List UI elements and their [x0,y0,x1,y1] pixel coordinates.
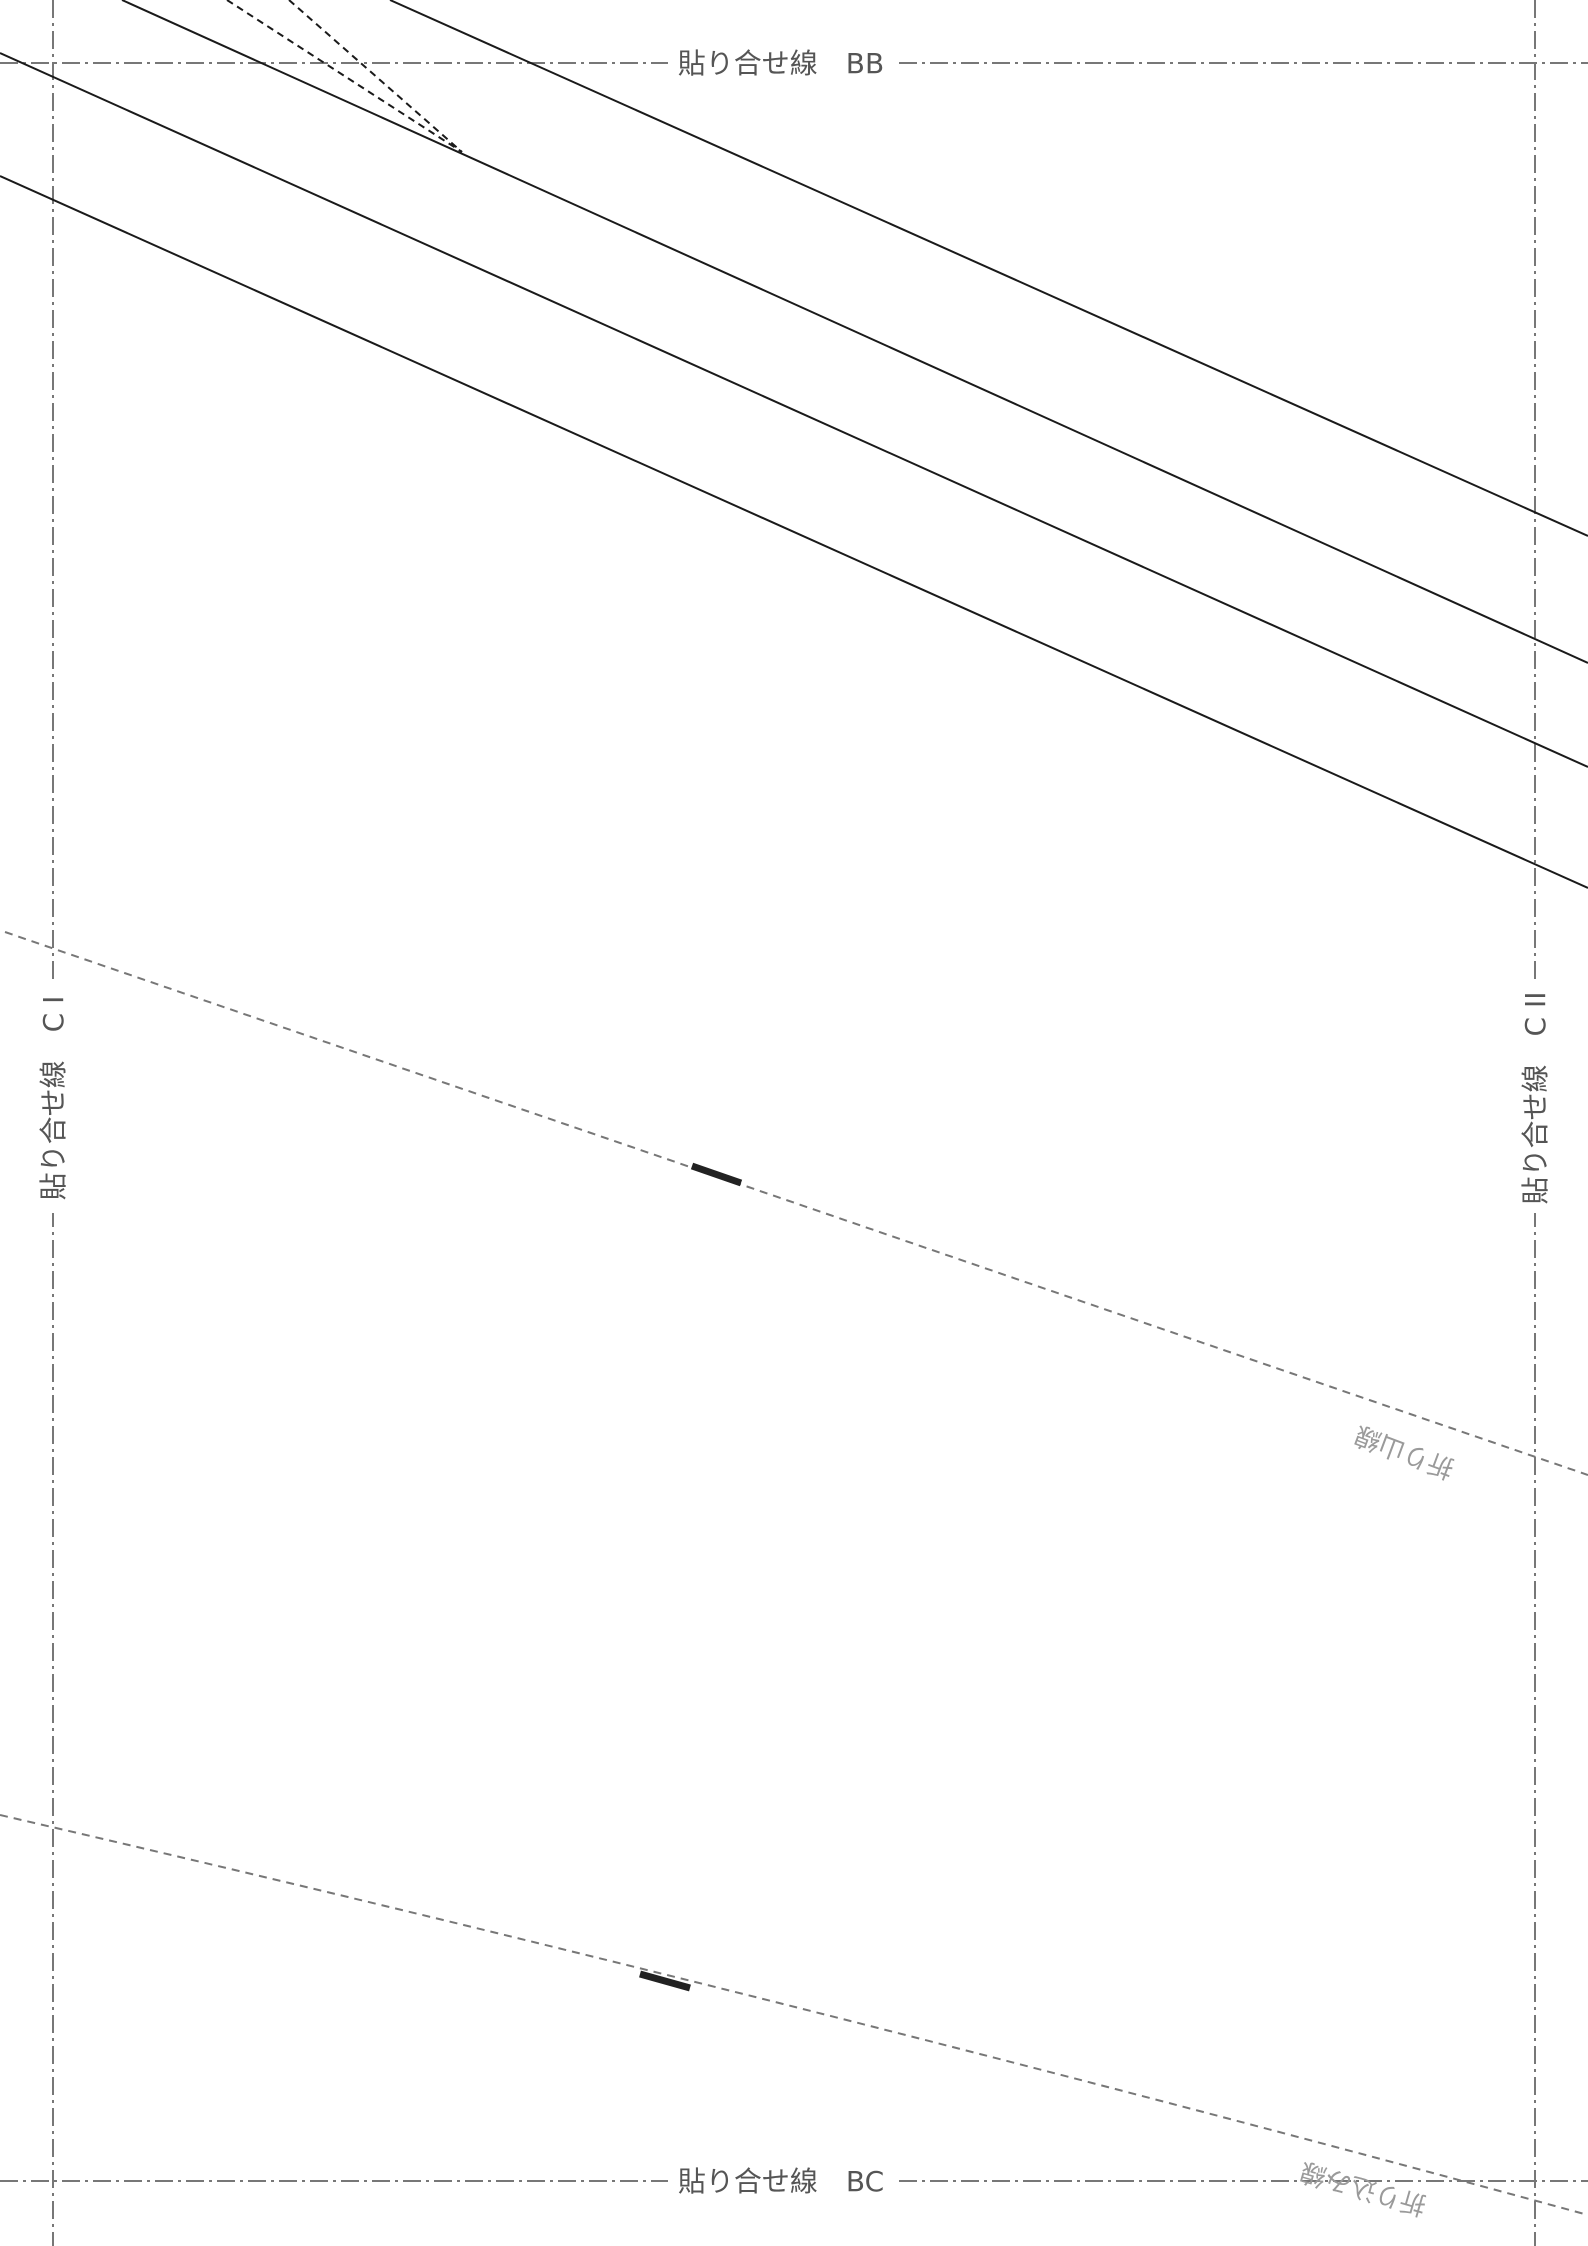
pattern-line-1 [389,0,1588,537]
notch-mark-lower [639,1970,691,1992]
label-left-group: 貼り合せ線 C I [31,983,75,1213]
label-right-group: 貼り合せ線 C II [1513,983,1557,1213]
fold-lines [0,931,1588,2216]
label-bottom-group: 貼り合せ線 BC [668,2158,894,2204]
fold-line-upper [4,931,1588,1476]
fold-line-lower [0,1814,1588,2216]
dart-lines [226,0,463,153]
label-bottom-bg [668,2158,894,2204]
pattern-line-2 [121,0,1588,664]
label-fold-line-2: 折り込み線 [1297,2155,1430,2220]
dart-line-2 [288,0,463,153]
label-right: 貼り合せ線 C II [1519,992,1552,1205]
label-fold-line-1: 折り山線 [1351,1419,1459,1484]
label-top-group: 貼り合せ線 BB [668,40,894,86]
pattern-line-3 [0,52,1588,768]
label-top-bg [668,40,894,86]
pattern-line-4 [0,175,1588,889]
label-right-bg [1513,983,1557,1213]
label-left-bg [31,983,75,1213]
label-left: 貼り合せ線 C I [37,996,70,1201]
notch-mark-upper [690,1162,743,1187]
label-bottom: 貼り合せ線 BC [678,2165,884,2198]
notch-marks [639,1162,743,1992]
label-top: 貼り合せ線 BB [678,47,884,80]
dart-line-1 [226,0,463,153]
pattern-outlines [0,0,1588,889]
